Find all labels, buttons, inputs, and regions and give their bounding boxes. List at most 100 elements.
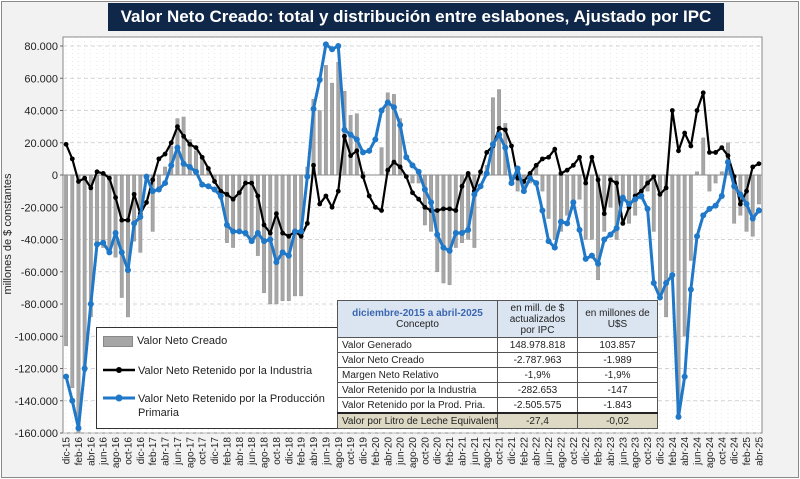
row-value-ars: -2.787.963 bbox=[497, 352, 578, 368]
point-produccion-primaria bbox=[595, 260, 602, 267]
point-industria bbox=[274, 211, 279, 217]
point-produccion-primaria bbox=[601, 236, 608, 243]
point-produccion-primaria bbox=[533, 180, 540, 187]
y-tick-label: -80.000 bbox=[21, 299, 58, 311]
point-industria bbox=[651, 174, 657, 180]
row-value-usd: -1.989 bbox=[577, 352, 658, 368]
point-industria bbox=[100, 170, 106, 176]
y-tick-label: -160.000 bbox=[15, 428, 58, 440]
x-tick-label: feb-20 bbox=[371, 437, 382, 466]
point-produccion-primaria bbox=[434, 231, 441, 238]
y-tick-label: -100.000 bbox=[15, 331, 58, 343]
point-produccion-primaria bbox=[706, 205, 713, 212]
bar-valor-neto-creado bbox=[707, 174, 712, 192]
point-produccion-primaria bbox=[749, 215, 756, 222]
point-produccion-primaria bbox=[372, 136, 379, 143]
x-tick-label: oct-16 bbox=[123, 437, 134, 465]
x-tick-label: feb-25 bbox=[742, 437, 753, 466]
point-produccion-primaria bbox=[564, 220, 571, 227]
row-value-ars: -27,4 bbox=[497, 412, 578, 429]
point-produccion-primaria bbox=[285, 252, 292, 259]
bar-valor-neto-creado bbox=[323, 65, 328, 176]
point-produccion-primaria bbox=[87, 301, 94, 307]
point-industria bbox=[69, 156, 75, 162]
x-tick-label: abr-17 bbox=[161, 437, 172, 466]
point-industria bbox=[657, 191, 663, 197]
x-tick-label: ago-21 bbox=[482, 437, 493, 469]
point-industria bbox=[583, 180, 589, 186]
point-produccion-primaria bbox=[477, 183, 484, 190]
point-industria bbox=[713, 150, 719, 155]
bar-valor-neto-creado bbox=[688, 174, 693, 261]
y-tick-label: 0 bbox=[52, 170, 58, 182]
point-industria bbox=[750, 164, 756, 170]
x-tick-label: feb-18 bbox=[222, 437, 233, 466]
row-value-ars: -282.653 bbox=[497, 382, 578, 398]
point-industria bbox=[441, 206, 446, 212]
point-industria bbox=[558, 170, 564, 176]
point-produccion-primaria bbox=[483, 170, 490, 177]
point-industria bbox=[224, 191, 230, 197]
point-industria bbox=[162, 151, 168, 157]
x-tick-label: jun-24 bbox=[693, 437, 704, 466]
point-industria bbox=[311, 162, 316, 168]
point-industria bbox=[175, 124, 180, 130]
point-industria bbox=[595, 177, 601, 183]
point-produccion-primaria bbox=[81, 365, 88, 372]
table-row: Margen Neto Relativo -1,9% -1,9% bbox=[337, 367, 658, 383]
y-tick-label: -40.000 bbox=[21, 235, 58, 247]
legend-label: Valor Neto Retenido por la Industria bbox=[138, 365, 313, 377]
point-produccion-primaria bbox=[63, 373, 70, 380]
point-industria bbox=[756, 161, 762, 167]
x-tick-label: oct-18 bbox=[272, 437, 283, 465]
point-industria bbox=[694, 108, 700, 113]
point-industria bbox=[700, 90, 706, 96]
table-row: Valor Retenido por la Industria -282.653-… bbox=[337, 382, 658, 398]
bar-valor-neto-creado bbox=[441, 174, 446, 284]
point-produccion-primaria bbox=[186, 163, 193, 170]
x-tick-label: feb-17 bbox=[148, 437, 159, 466]
x-tick-label: feb-22 bbox=[519, 437, 530, 466]
row-label: Valor Generado bbox=[337, 337, 498, 353]
x-tick-label: abr-24 bbox=[680, 437, 691, 466]
point-industria bbox=[589, 154, 595, 160]
point-produccion-primaria bbox=[143, 173, 150, 180]
point-produccion-primaria bbox=[446, 247, 453, 254]
y-tick-label: -60.000 bbox=[21, 267, 58, 279]
row-value-usd: 103.857 bbox=[577, 337, 658, 353]
point-industria bbox=[379, 208, 384, 213]
x-tick-label: jun-22 bbox=[544, 437, 555, 466]
point-industria bbox=[570, 162, 576, 168]
point-produccion-primaria bbox=[155, 186, 162, 193]
legend-item-industria: Valor Neto Retenido por la Industria bbox=[103, 364, 312, 378]
point-industria bbox=[144, 200, 149, 205]
point-produccion-primaria bbox=[551, 244, 558, 251]
row-value-usd: -0,02 bbox=[577, 412, 658, 429]
point-industria bbox=[261, 222, 267, 228]
point-produccion-primaria bbox=[223, 221, 230, 228]
bar-valor-neto-creado bbox=[126, 174, 130, 318]
point-industria bbox=[212, 179, 217, 184]
point-industria bbox=[540, 156, 545, 162]
point-produccion-primaria bbox=[644, 205, 651, 212]
bar-valor-neto-creado bbox=[255, 174, 260, 256]
point-industria bbox=[478, 169, 483, 175]
bar-valor-neto-creado bbox=[651, 174, 656, 232]
point-produccion-primaria bbox=[199, 181, 206, 188]
row-value-ars: 148.978.818 bbox=[497, 337, 578, 353]
black-line-marker-icon bbox=[103, 367, 135, 373]
bar-valor-neto-creado bbox=[589, 174, 594, 240]
point-industria bbox=[168, 140, 174, 146]
point-produccion-primaria bbox=[582, 255, 589, 262]
point-produccion-primaria bbox=[236, 228, 243, 235]
point-industria bbox=[527, 170, 533, 176]
x-tick-label: abr-21 bbox=[457, 437, 468, 466]
point-produccion-primaria bbox=[366, 147, 373, 154]
point-industria bbox=[688, 143, 694, 149]
point-industria bbox=[156, 156, 162, 162]
point-produccion-primaria bbox=[248, 238, 255, 245]
point-industria bbox=[94, 169, 100, 175]
table-row: Valor Retenido por la Prod. Pria. -2.505.… bbox=[337, 397, 658, 414]
point-produccion-primaria bbox=[527, 175, 534, 182]
point-industria bbox=[533, 162, 539, 168]
